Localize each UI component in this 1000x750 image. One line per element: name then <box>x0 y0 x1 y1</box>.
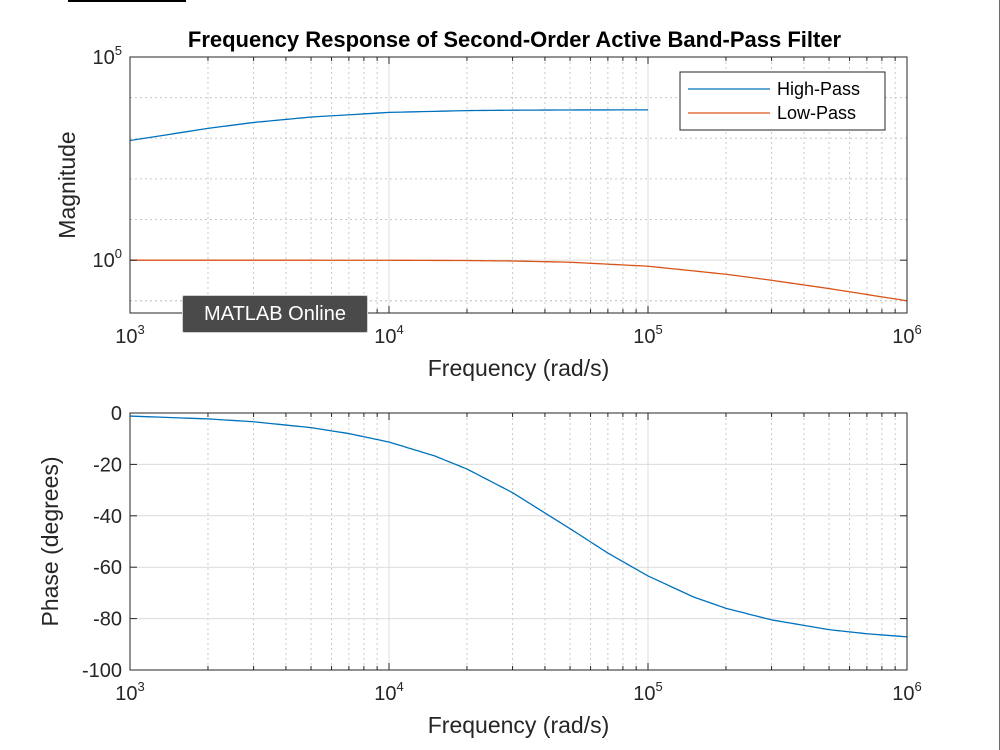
chart-title: Frequency Response of Second-Order Activ… <box>188 27 842 52</box>
legend-entry: High-Pass <box>777 79 860 99</box>
series-line-high-pass <box>130 109 649 142</box>
y-tick-label: -40 <box>93 506 122 528</box>
series-line-low-pass <box>130 259 907 302</box>
y-tick-label: 105 <box>93 43 122 69</box>
series-line-phase <box>130 415 907 638</box>
x-tick-label: 106 <box>892 322 921 348</box>
y-tick-label: -20 <box>93 454 122 476</box>
y-axis-label: Phase (degrees) <box>37 456 63 626</box>
y-tick-label: 0 <box>111 403 122 425</box>
legend-box <box>679 71 886 131</box>
legend-entry: Low-Pass <box>777 103 856 123</box>
axes-box <box>129 56 908 314</box>
chart-panel-1: 103 104 105 106 100 105 Frequency (rad/s) Magni… <box>54 27 922 381</box>
x-tick-label: 104 <box>374 322 403 348</box>
y-tick-label: 100 <box>93 246 122 272</box>
y-axis-label: Magnitude <box>54 131 80 238</box>
y-tick-label: -80 <box>93 609 122 631</box>
x-axis-label: Frequency (rad/s) <box>428 355 610 381</box>
y-tick-label: -60 <box>93 557 122 579</box>
matlab-online-tooltip: MATLAB Online <box>182 295 368 333</box>
x-tick-label: 105 <box>633 322 662 348</box>
chart-panel-2: 103 104 105 106 0 -20 -40 -60 -80 -100 Frequency (… <box>37 403 922 738</box>
x-axis-label: Frequency (rad/s) <box>428 712 610 738</box>
y-tick-label: -100 <box>82 660 122 682</box>
legend: High-Pass Low-Pass <box>679 71 886 131</box>
x-tick-label: 103 <box>115 679 144 705</box>
x-tick-label: 106 <box>892 679 921 705</box>
x-tick-label: 103 <box>115 322 144 348</box>
x-tick-label: 105 <box>633 679 662 705</box>
x-tick-label: 104 <box>374 679 403 705</box>
axes-box <box>129 412 908 671</box>
plot-area <box>130 413 907 670</box>
window-corner-mark <box>68 0 186 2</box>
